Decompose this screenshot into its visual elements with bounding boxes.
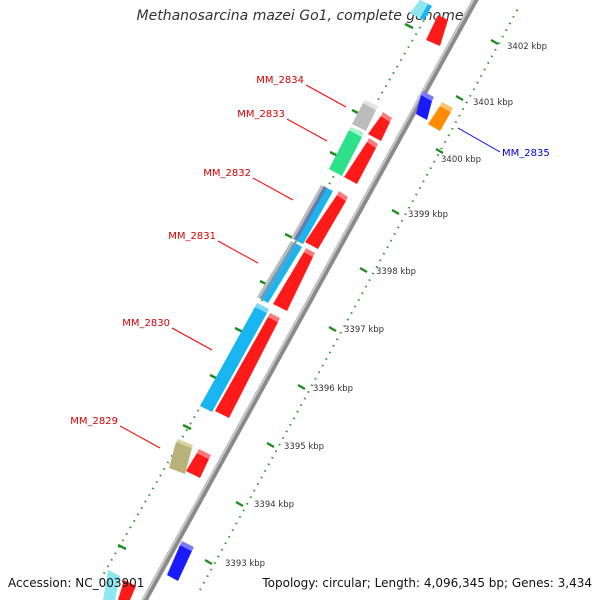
kbp-labels: 3393 kbp 3394 kbp 3395 kbp 3396 kbp 3397… [225,42,547,569]
rna-features [103,0,432,600]
gene-labels: MM_2834 MM_2833 MM_2832 MM_2831 MM_2830 … [70,75,549,427]
gene-label-mm-2831: MM_2831 [168,231,216,242]
gene-label-leaders [119,84,501,449]
gene-label-mm-2832: MM_2832 [203,168,251,179]
genome-backbone [141,0,479,600]
kbp-label-3395: 3395 kbp [284,442,324,452]
cds-features [118,15,453,600]
gene-label-mm-2835: MM_2835 [502,148,550,159]
kbp-label-3400: 3400 kbp [441,155,481,165]
topology-label: Topology: circular; Length: 4,096,345 bp… [262,576,592,590]
kbp-label-3396: 3396 kbp [313,384,353,394]
kbp-label-3399: 3399 kbp [408,210,448,220]
kbp-label-3394: 3394 kbp [254,500,294,510]
gene-label-mm-2829: MM_2829 [70,416,118,427]
accession-label: Accession: NC_003901 [8,576,145,590]
genome-title: Methanosarcina mazei Go1, complete genom… [136,8,464,24]
gene-label-mm-2833: MM_2833 [237,109,285,120]
gene-label-mm-2830: MM_2830 [122,318,170,329]
kbp-label-3402: 3402 kbp [507,42,547,52]
kbp-label-3398: 3398 kbp [376,267,416,277]
kbp-label-3397: 3397 kbp [344,325,384,335]
kbp-label-3401: 3401 kbp [473,98,513,108]
gene-label-mm-2834: MM_2834 [256,75,304,86]
kbp-label-3393: 3393 kbp [225,559,265,569]
kbp-tick-marks [117,22,499,566]
